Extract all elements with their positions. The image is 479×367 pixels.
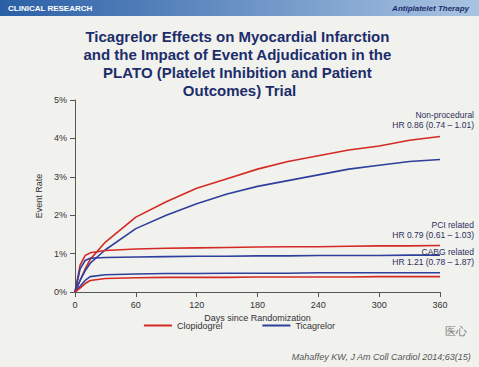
svg-text:医心: 医心 (445, 325, 467, 338)
svg-text:Event Rate: Event Rate (34, 174, 44, 219)
svg-text:120: 120 (189, 300, 204, 310)
svg-text:HR 0.79 (0.61 – 1.03): HR 0.79 (0.61 – 1.03) (392, 230, 474, 240)
svg-text:Non-procedural: Non-procedural (415, 110, 474, 120)
svg-text:60: 60 (131, 300, 141, 310)
svg-text:240: 240 (311, 300, 326, 310)
svg-text:180: 180 (250, 300, 265, 310)
svg-text:Antiplatelet Therapy: Antiplatelet Therapy (391, 4, 469, 13)
svg-text:PCI related: PCI related (431, 220, 474, 230)
svg-text:CABG related: CABG related (422, 247, 475, 257)
svg-text:360: 360 (432, 300, 447, 310)
svg-text:4%: 4% (54, 133, 67, 143)
svg-text:0%: 0% (54, 287, 67, 297)
svg-text:HR 1.21 (0.78 – 1.87): HR 1.21 (0.78 – 1.87) (392, 257, 474, 267)
svg-text:Days since Randomization: Days since Randomization (204, 313, 311, 324)
svg-text:Ticagrelor Effects on Myocardi: Ticagrelor Effects on Myocardial Infarct… (85, 28, 393, 45)
svg-text:PLATO (Platelet Inhibition and: PLATO (Platelet Inhibition and Patient (103, 64, 376, 81)
svg-text:CLINICAL RESEARCH: CLINICAL RESEARCH (8, 4, 93, 13)
svg-text:Ticagrelor: Ticagrelor (295, 321, 335, 331)
svg-text:5%: 5% (54, 95, 67, 105)
svg-text:1%: 1% (54, 249, 67, 259)
svg-text:Clopidogrel: Clopidogrel (177, 321, 223, 331)
svg-text:3%: 3% (54, 172, 67, 182)
svg-text:2%: 2% (54, 210, 67, 220)
svg-text:300: 300 (372, 300, 387, 310)
svg-text:HR 0.86 (0.74 – 1.01): HR 0.86 (0.74 – 1.01) (392, 120, 474, 130)
svg-text:Mahaffey KW, J Am Coll Cardiol: Mahaffey KW, J Am Coll Cardiol 2014;63(1… (292, 352, 471, 362)
svg-text:0: 0 (72, 300, 77, 310)
svg-text:and the Impact of Event Adjudi: and the Impact of Event Adjudication in … (84, 46, 396, 63)
svg-text:Outcomes) Trial: Outcomes) Trial (183, 82, 296, 99)
